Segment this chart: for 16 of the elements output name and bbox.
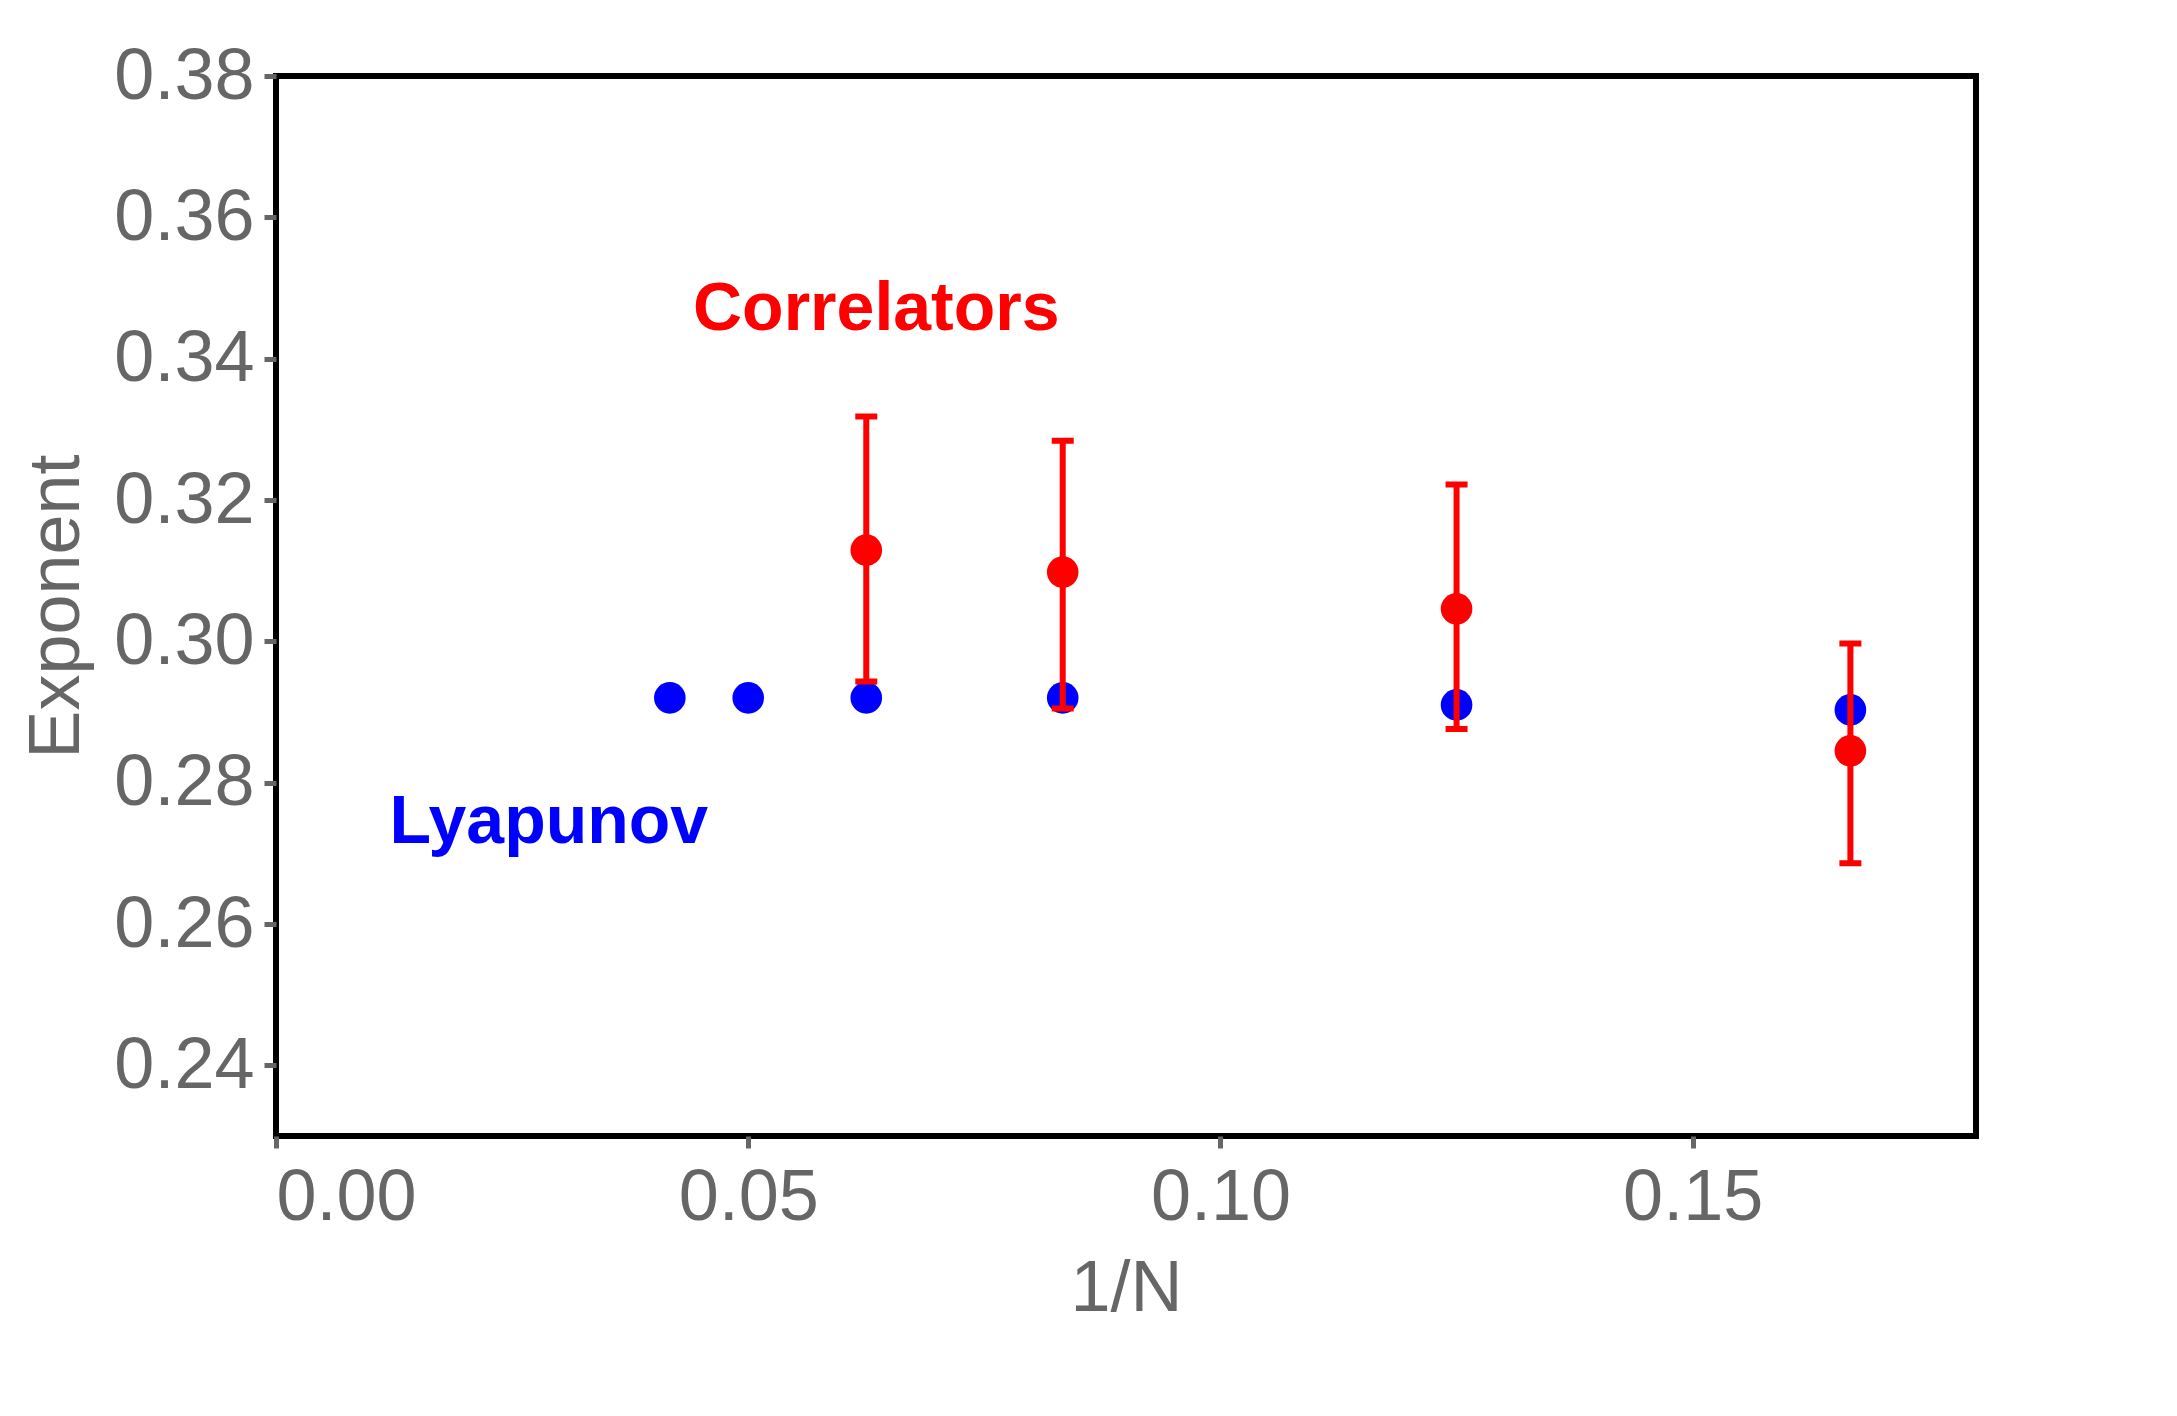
x-tick-label: 0.00: [276, 1154, 417, 1235]
x-axis-title: 1/N: [1070, 1245, 1183, 1326]
y-tick-label: 0.36: [114, 174, 255, 255]
x-tick-label: 0.10: [1150, 1154, 1292, 1235]
y-tick-label: 0.34: [114, 316, 255, 397]
x-tick-label: 0.15: [1623, 1154, 1764, 1235]
x-tick-label: 0.05: [678, 1154, 819, 1235]
y-tick-label: 0.24: [114, 1022, 255, 1103]
y-tick-label: 0.26: [114, 881, 255, 962]
y-axis-title: Exponent: [14, 454, 95, 759]
y-tick-label: 0.30: [114, 598, 255, 679]
y-tick-label: 0.32: [114, 457, 255, 538]
y-tick-label: 0.28: [114, 740, 255, 821]
y-tick-label: 0.38: [114, 33, 255, 114]
text: Correlators: [693, 268, 1060, 345]
series-label: Lyapunov: [389, 780, 709, 857]
